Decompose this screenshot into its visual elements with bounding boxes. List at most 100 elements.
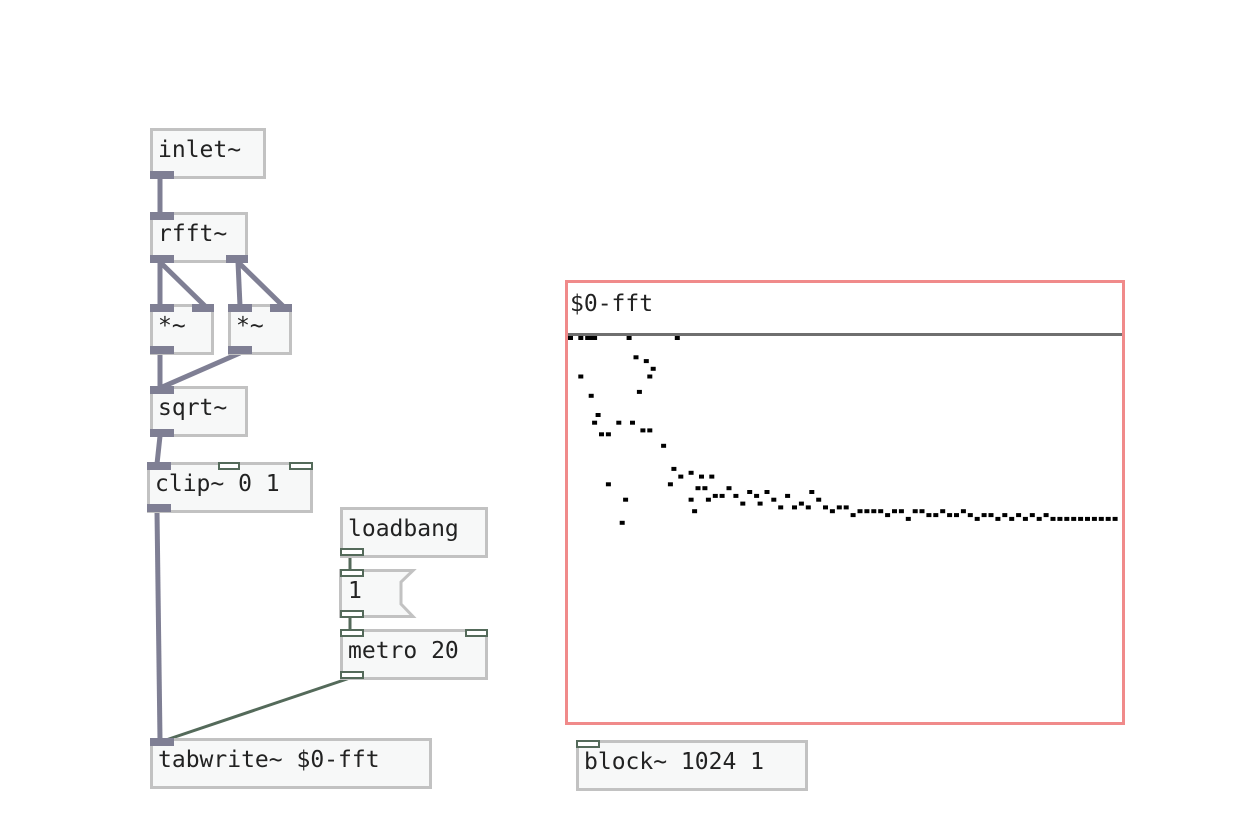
multiply-right-inlet-1[interactable] (228, 304, 252, 312)
array-point (878, 509, 884, 514)
array-point (674, 336, 680, 340)
array-point (967, 513, 973, 518)
array-point (588, 336, 594, 340)
tabwrite-object[interactable]: tabwrite~ $0-fft (150, 738, 432, 789)
array-point (1098, 516, 1104, 521)
message-inlet-port[interactable] (340, 569, 364, 577)
cord-metro-tabwrite (159, 676, 351, 744)
array-point (785, 493, 791, 498)
array-point (1002, 513, 1008, 518)
array-point (995, 516, 1001, 521)
array-plot (568, 336, 1118, 525)
block-inlet-port[interactable] (576, 740, 600, 748)
array-point (599, 432, 604, 437)
message-outlet-port[interactable] (340, 610, 364, 618)
array-graph[interactable]: $0-fft (565, 280, 1125, 725)
array-point (947, 513, 953, 518)
loadbang-outlet-port[interactable] (340, 548, 364, 556)
multiply-left-inlet-1[interactable] (150, 304, 174, 312)
block-object[interactable]: block~ 1024 1 (576, 740, 808, 791)
rfft-outlet-right[interactable] (226, 255, 248, 263)
clip-outlet-port[interactable] (147, 504, 171, 512)
array-point (892, 509, 897, 514)
array-point (754, 493, 760, 498)
sqrt-object[interactable]: sqrt~ (150, 386, 248, 437)
rfft-outlet-left[interactable] (150, 255, 174, 263)
inlet-object[interactable]: inlet~ (150, 128, 266, 179)
metro-object-label: metro 20 (348, 638, 459, 664)
array-point (616, 420, 622, 425)
array-point (912, 509, 918, 514)
array-point (1022, 516, 1028, 521)
array-point (771, 497, 777, 502)
array-point (1043, 513, 1049, 518)
array-point (661, 443, 667, 448)
array-title: $0-fft (570, 291, 654, 317)
array-point (709, 474, 715, 479)
clip-object-label: clip~ 0 1 (155, 471, 280, 497)
array-point (850, 513, 856, 518)
array-point (805, 505, 811, 510)
clip-inlet-2[interactable] (218, 462, 240, 470)
clip-inlet-3[interactable] (289, 462, 313, 470)
cord-clip-tabwrite (154, 510, 163, 741)
array-point (954, 513, 959, 518)
array-point (712, 493, 718, 498)
sqrt-outlet-port[interactable] (150, 429, 174, 437)
array-point (733, 493, 739, 498)
block-object-label: block~ 1024 1 (584, 749, 765, 775)
array-point (688, 497, 694, 502)
array-point (578, 336, 584, 340)
array-point (667, 482, 673, 487)
clip-inlet-1[interactable] (147, 462, 171, 470)
multiply-left-inlet-2[interactable] (192, 304, 214, 312)
array-point (974, 516, 980, 521)
array-point (798, 501, 804, 506)
sqrt-inlet-port[interactable] (150, 386, 174, 394)
array-point (719, 493, 725, 498)
array-point (843, 505, 849, 510)
rfft-object-label: rfft~ (158, 221, 228, 247)
array-point (633, 355, 639, 360)
cord-rfft-mul1b (158, 260, 207, 308)
rfft-object[interactable]: rfft~ (150, 212, 248, 263)
array-point (981, 513, 987, 518)
cord-mul2-sqrt (158, 350, 242, 391)
multiply-left-outlet[interactable] (150, 346, 174, 354)
metro-inlet-1[interactable] (340, 629, 364, 637)
inlet-outlet-port[interactable] (150, 171, 174, 179)
array-point (705, 497, 711, 502)
array-point (588, 393, 594, 398)
multiply-right-label: *~ (236, 313, 264, 339)
array-point (919, 509, 925, 514)
array-point (647, 374, 653, 379)
array-point (898, 509, 904, 514)
metro-object[interactable]: metro 20 (340, 629, 488, 680)
array-point (1016, 513, 1022, 518)
multiply-right-outlet[interactable] (228, 346, 252, 354)
loadbang-object[interactable]: loadbang (340, 507, 488, 558)
tabwrite-inlet-port[interactable] (150, 738, 174, 746)
array-point (688, 470, 694, 475)
array-point (678, 474, 684, 479)
array-point (626, 336, 632, 340)
array-point (1029, 513, 1035, 518)
array-point (792, 505, 797, 510)
metro-inlet-2[interactable] (465, 629, 488, 637)
array-point (1009, 516, 1015, 521)
array-point (988, 513, 994, 518)
array-point (857, 509, 863, 514)
array-point (650, 366, 656, 371)
array-title-separator (568, 333, 1122, 336)
rfft-inlet-port[interactable] (150, 212, 174, 220)
array-point (699, 474, 704, 479)
array-point (568, 336, 573, 340)
array-point (829, 509, 835, 514)
array-point (778, 505, 784, 510)
metro-outlet-port[interactable] (340, 671, 364, 679)
array-point (1036, 516, 1042, 521)
array-point (1071, 516, 1077, 521)
multiply-right-inlet-2[interactable] (270, 304, 292, 312)
array-point (940, 509, 946, 514)
